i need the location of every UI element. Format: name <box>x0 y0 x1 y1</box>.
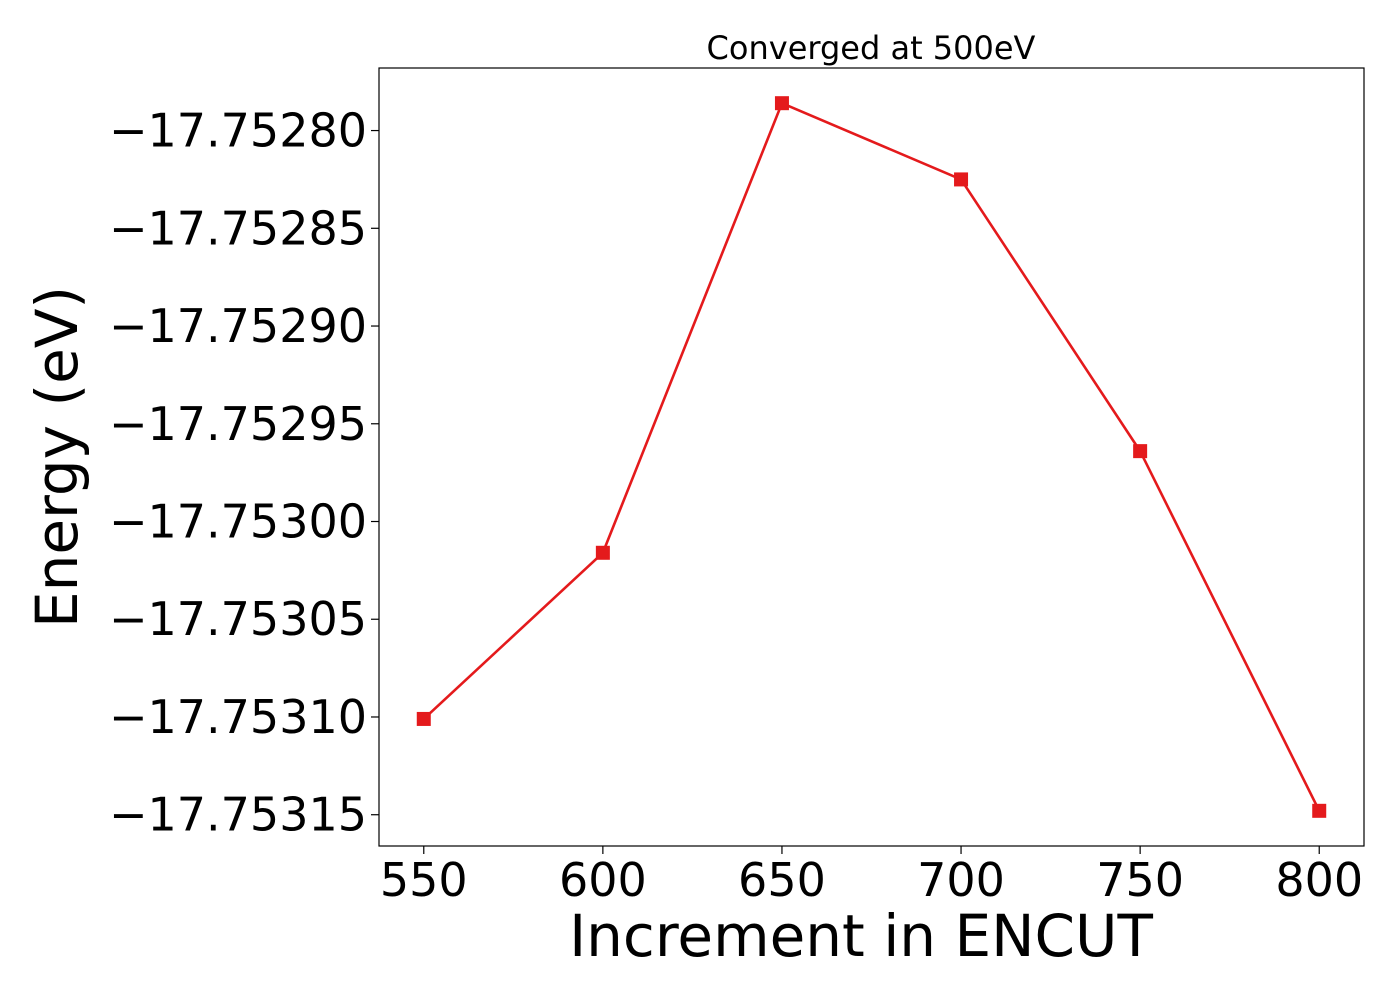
x-tick-label: 600 <box>559 853 647 907</box>
y-axis-ticks: −17.75280 −17.75285 −17.75290 −17.75295 −17.… <box>109 104 379 842</box>
plot-frame <box>378 67 1365 847</box>
x-tick-label: 700 <box>917 853 1005 907</box>
y-axis-title: Energy (eV) <box>23 286 91 628</box>
data-point-marker <box>416 711 431 726</box>
x-axis-title: Increment in ENCUT <box>569 902 1153 970</box>
y-tick-label: −17.75310 <box>109 690 367 744</box>
x-tick-label: 650 <box>738 853 826 907</box>
data-point-marker <box>954 172 969 187</box>
x-tick-label: 800 <box>1275 853 1363 907</box>
y-tick-label: −17.75300 <box>109 495 367 549</box>
x-tick-label: 750 <box>1096 853 1184 907</box>
data-point-marker <box>774 96 789 111</box>
data-point-marker <box>595 545 610 560</box>
y-tick-label: −17.75280 <box>109 104 367 158</box>
x-tick-label: 550 <box>380 853 468 907</box>
chart-title: Converged at 500eV <box>707 29 1036 67</box>
data-point-marker <box>1133 444 1148 459</box>
x-axis-ticks: 550 600 650 700 750 800 <box>380 846 1363 907</box>
y-tick-label: −17.75315 <box>109 788 367 842</box>
y-tick-label: −17.75290 <box>109 299 367 353</box>
series-line <box>422 101 1321 812</box>
y-tick-label: −17.75295 <box>109 397 367 451</box>
series-layer <box>416 96 1327 818</box>
data-point-marker <box>1312 803 1327 818</box>
y-tick-label: −17.75285 <box>109 201 367 255</box>
y-tick-label: −17.75305 <box>109 592 367 646</box>
